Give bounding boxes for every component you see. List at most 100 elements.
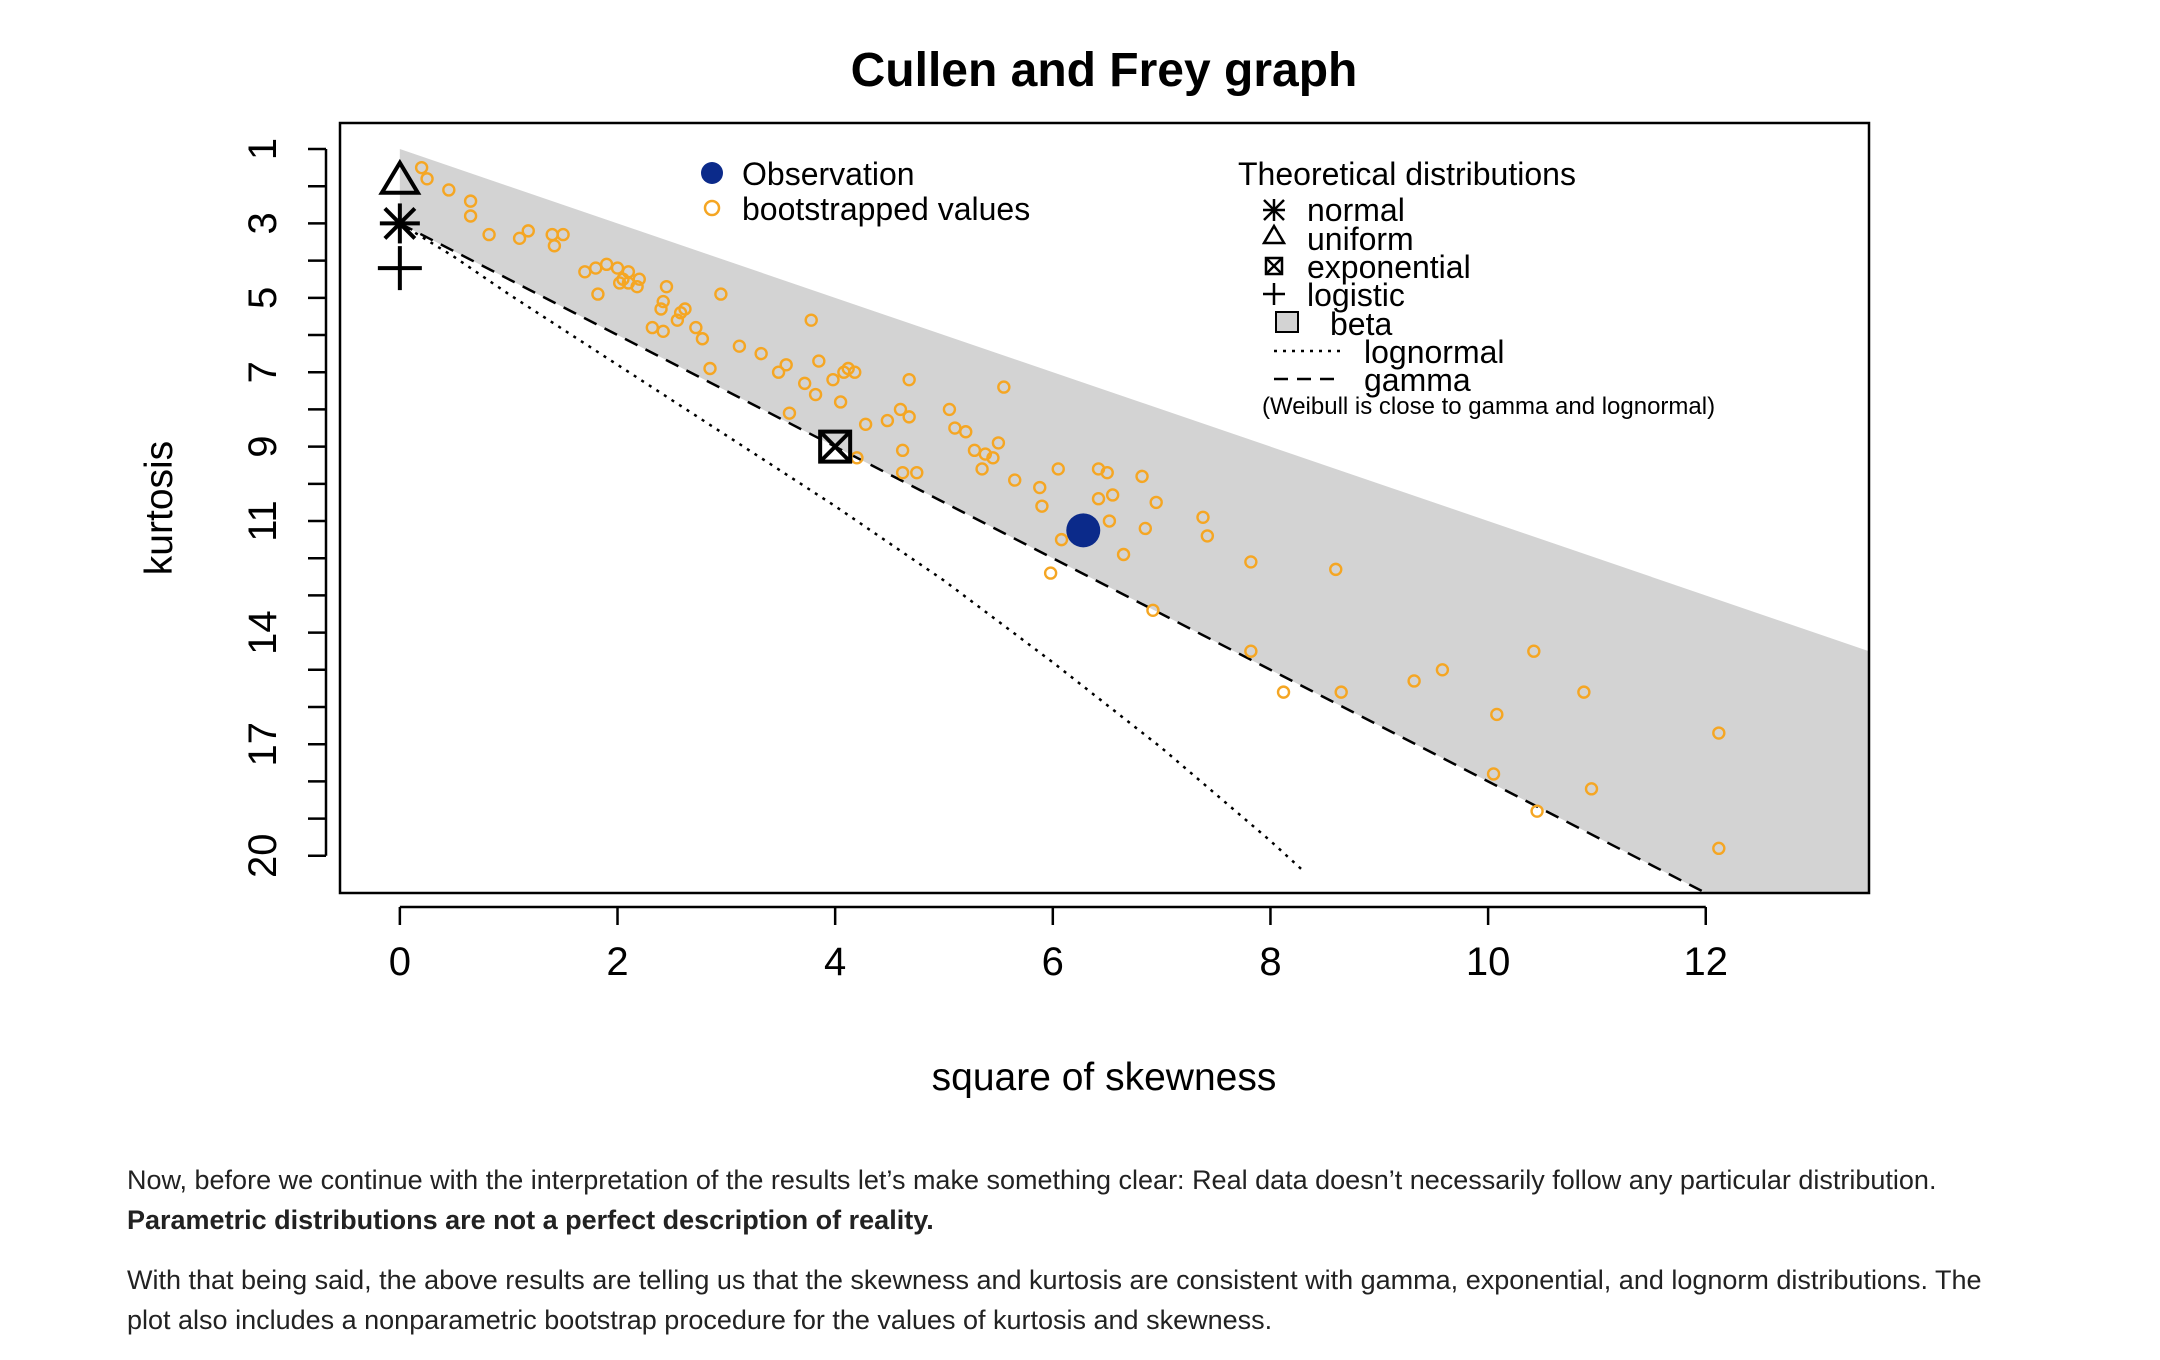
chart-title: Cullen and Frey graph — [851, 44, 1358, 97]
bootstrap-point — [1033, 480, 1047, 495]
x-axis-label: square of skewness — [932, 1056, 1277, 1099]
bootstrap-point — [442, 183, 456, 197]
bootstrap-point — [1200, 529, 1215, 543]
bootstrap-point — [1527, 644, 1541, 658]
bootstrap-point — [782, 406, 797, 420]
bootstrap-point — [1530, 804, 1544, 818]
y-axis-label: kurtosis — [138, 441, 181, 575]
y-tick-label: 1 — [241, 138, 285, 160]
bootstrap-point — [1244, 555, 1258, 569]
bootstrap-point — [779, 358, 793, 372]
bootstrap-point — [991, 436, 1006, 450]
y-tick-label: 11 — [241, 500, 285, 542]
legend-exponential-icon — [1264, 256, 1284, 276]
exponential-marker — [818, 429, 853, 464]
axes: 0 2 4 6 8 10 12 1 3 5 7 9 11 14 17 20 — [241, 138, 1728, 984]
plot-area — [377, 149, 1869, 893]
legend-observations: Observation bootstrapped values — [701, 156, 1030, 227]
bootstrap-point — [656, 294, 670, 309]
bootstrap-point — [630, 279, 644, 294]
bootstrap-point — [591, 287, 605, 301]
bootstrap-point — [1577, 685, 1591, 699]
legend-exponential-label: exponential — [1307, 249, 1471, 285]
bootstrap-point — [910, 465, 924, 480]
bootstrap-point — [771, 365, 786, 379]
y-tick-label: 3 — [241, 212, 285, 234]
legend-bootstrap-marker — [703, 199, 721, 217]
x-tick-label: 4 — [824, 940, 846, 984]
bootstrap-point — [754, 346, 768, 361]
bootstrap-point — [714, 287, 728, 301]
article-paragraph-1-bold: Parametric distributions are not a perfe… — [127, 1205, 934, 1235]
bootstrap-point — [1035, 499, 1049, 513]
legend-uniform-icon — [1261, 223, 1287, 245]
legend-lognormal-label: lognormal — [1364, 334, 1505, 370]
logistic-marker — [377, 246, 422, 291]
y-tick-label: 14 — [241, 610, 285, 655]
bootstrap-point — [841, 361, 855, 376]
bootstrap-point — [1329, 562, 1343, 577]
bootstrap-point — [1091, 492, 1106, 506]
bootstrap-point — [1486, 767, 1501, 781]
bootstrap-point — [1407, 674, 1421, 688]
bootstrap-point — [1584, 782, 1599, 796]
bootstrap-point — [1008, 473, 1022, 487]
bootstrap-point — [1244, 644, 1258, 658]
bootstrap-point — [833, 395, 848, 409]
bootstrap-point — [463, 194, 478, 208]
legend-beta-label: beta — [1330, 306, 1392, 342]
bootstrap-point — [848, 365, 862, 379]
legend-normal-icon — [1263, 199, 1285, 221]
bootstrap-point — [1102, 514, 1117, 528]
bootstrap-point — [1054, 532, 1069, 547]
bootstrap-point — [1051, 462, 1065, 476]
bootstrap-point — [1105, 488, 1120, 502]
bootstrap-point — [414, 160, 429, 175]
bootstrap-point — [797, 376, 812, 391]
bootstrap-point — [1334, 685, 1348, 699]
bootstrap-point — [902, 372, 916, 387]
bootstrap-point — [703, 361, 717, 376]
bootstrap-point — [1196, 510, 1210, 524]
bootstrap-point — [656, 324, 670, 339]
bootstrap-point — [689, 320, 703, 335]
bootstrap-point — [463, 209, 478, 223]
y-tick-label: 17 — [241, 722, 285, 767]
legend-bootstrap-label: bootstrapped values — [742, 191, 1030, 227]
bootstrap-point — [808, 387, 823, 402]
bootstrap-point — [880, 413, 895, 428]
bootstrap-point — [978, 447, 993, 461]
legend-logistic-label: logistic — [1307, 277, 1405, 313]
bootstrap-point — [1490, 707, 1504, 722]
article-paragraph-1-text: Now, before we continue with the interpr… — [127, 1165, 1937, 1195]
uniform-marker — [378, 158, 422, 195]
observation-point — [1066, 513, 1101, 548]
bootstrap-point — [1712, 726, 1726, 740]
bootstrap-point — [1135, 469, 1149, 484]
y-tick-label: 20 — [241, 834, 285, 879]
bootstrap-point — [959, 425, 973, 439]
x-tick-label: 12 — [1684, 940, 1729, 984]
bootstrap-point — [1043, 566, 1058, 580]
legend-gamma-label: gamma — [1364, 362, 1471, 398]
bootstrap-point — [632, 272, 646, 286]
lognormal-line — [399, 222, 1304, 872]
bootstrap-point — [1276, 685, 1291, 699]
gamma-line — [399, 222, 1709, 893]
bootstrap-point — [1146, 603, 1160, 617]
y-tick-label: 5 — [241, 287, 285, 309]
x-tick-label: 6 — [1042, 940, 1064, 984]
bootstrap-point — [1116, 547, 1131, 562]
legend-normal-label: normal — [1307, 192, 1405, 228]
bootstrap-point — [556, 227, 570, 242]
bootstrap-point — [858, 417, 873, 432]
bootstrap-point — [547, 239, 562, 253]
bootstrap-point — [420, 172, 434, 186]
x-tick-label: 8 — [1259, 940, 1281, 984]
x-tick-label: 10 — [1466, 940, 1511, 984]
legend-uniform-label: uniform — [1307, 221, 1414, 257]
article-paragraph-1: Now, before we continue with the interpr… — [127, 1160, 2027, 1240]
bootstrap-point — [482, 227, 496, 242]
bootstrap-point — [670, 313, 685, 327]
legend-weibull-note: (Weibull is close to gamma and lognormal… — [1262, 393, 1715, 420]
